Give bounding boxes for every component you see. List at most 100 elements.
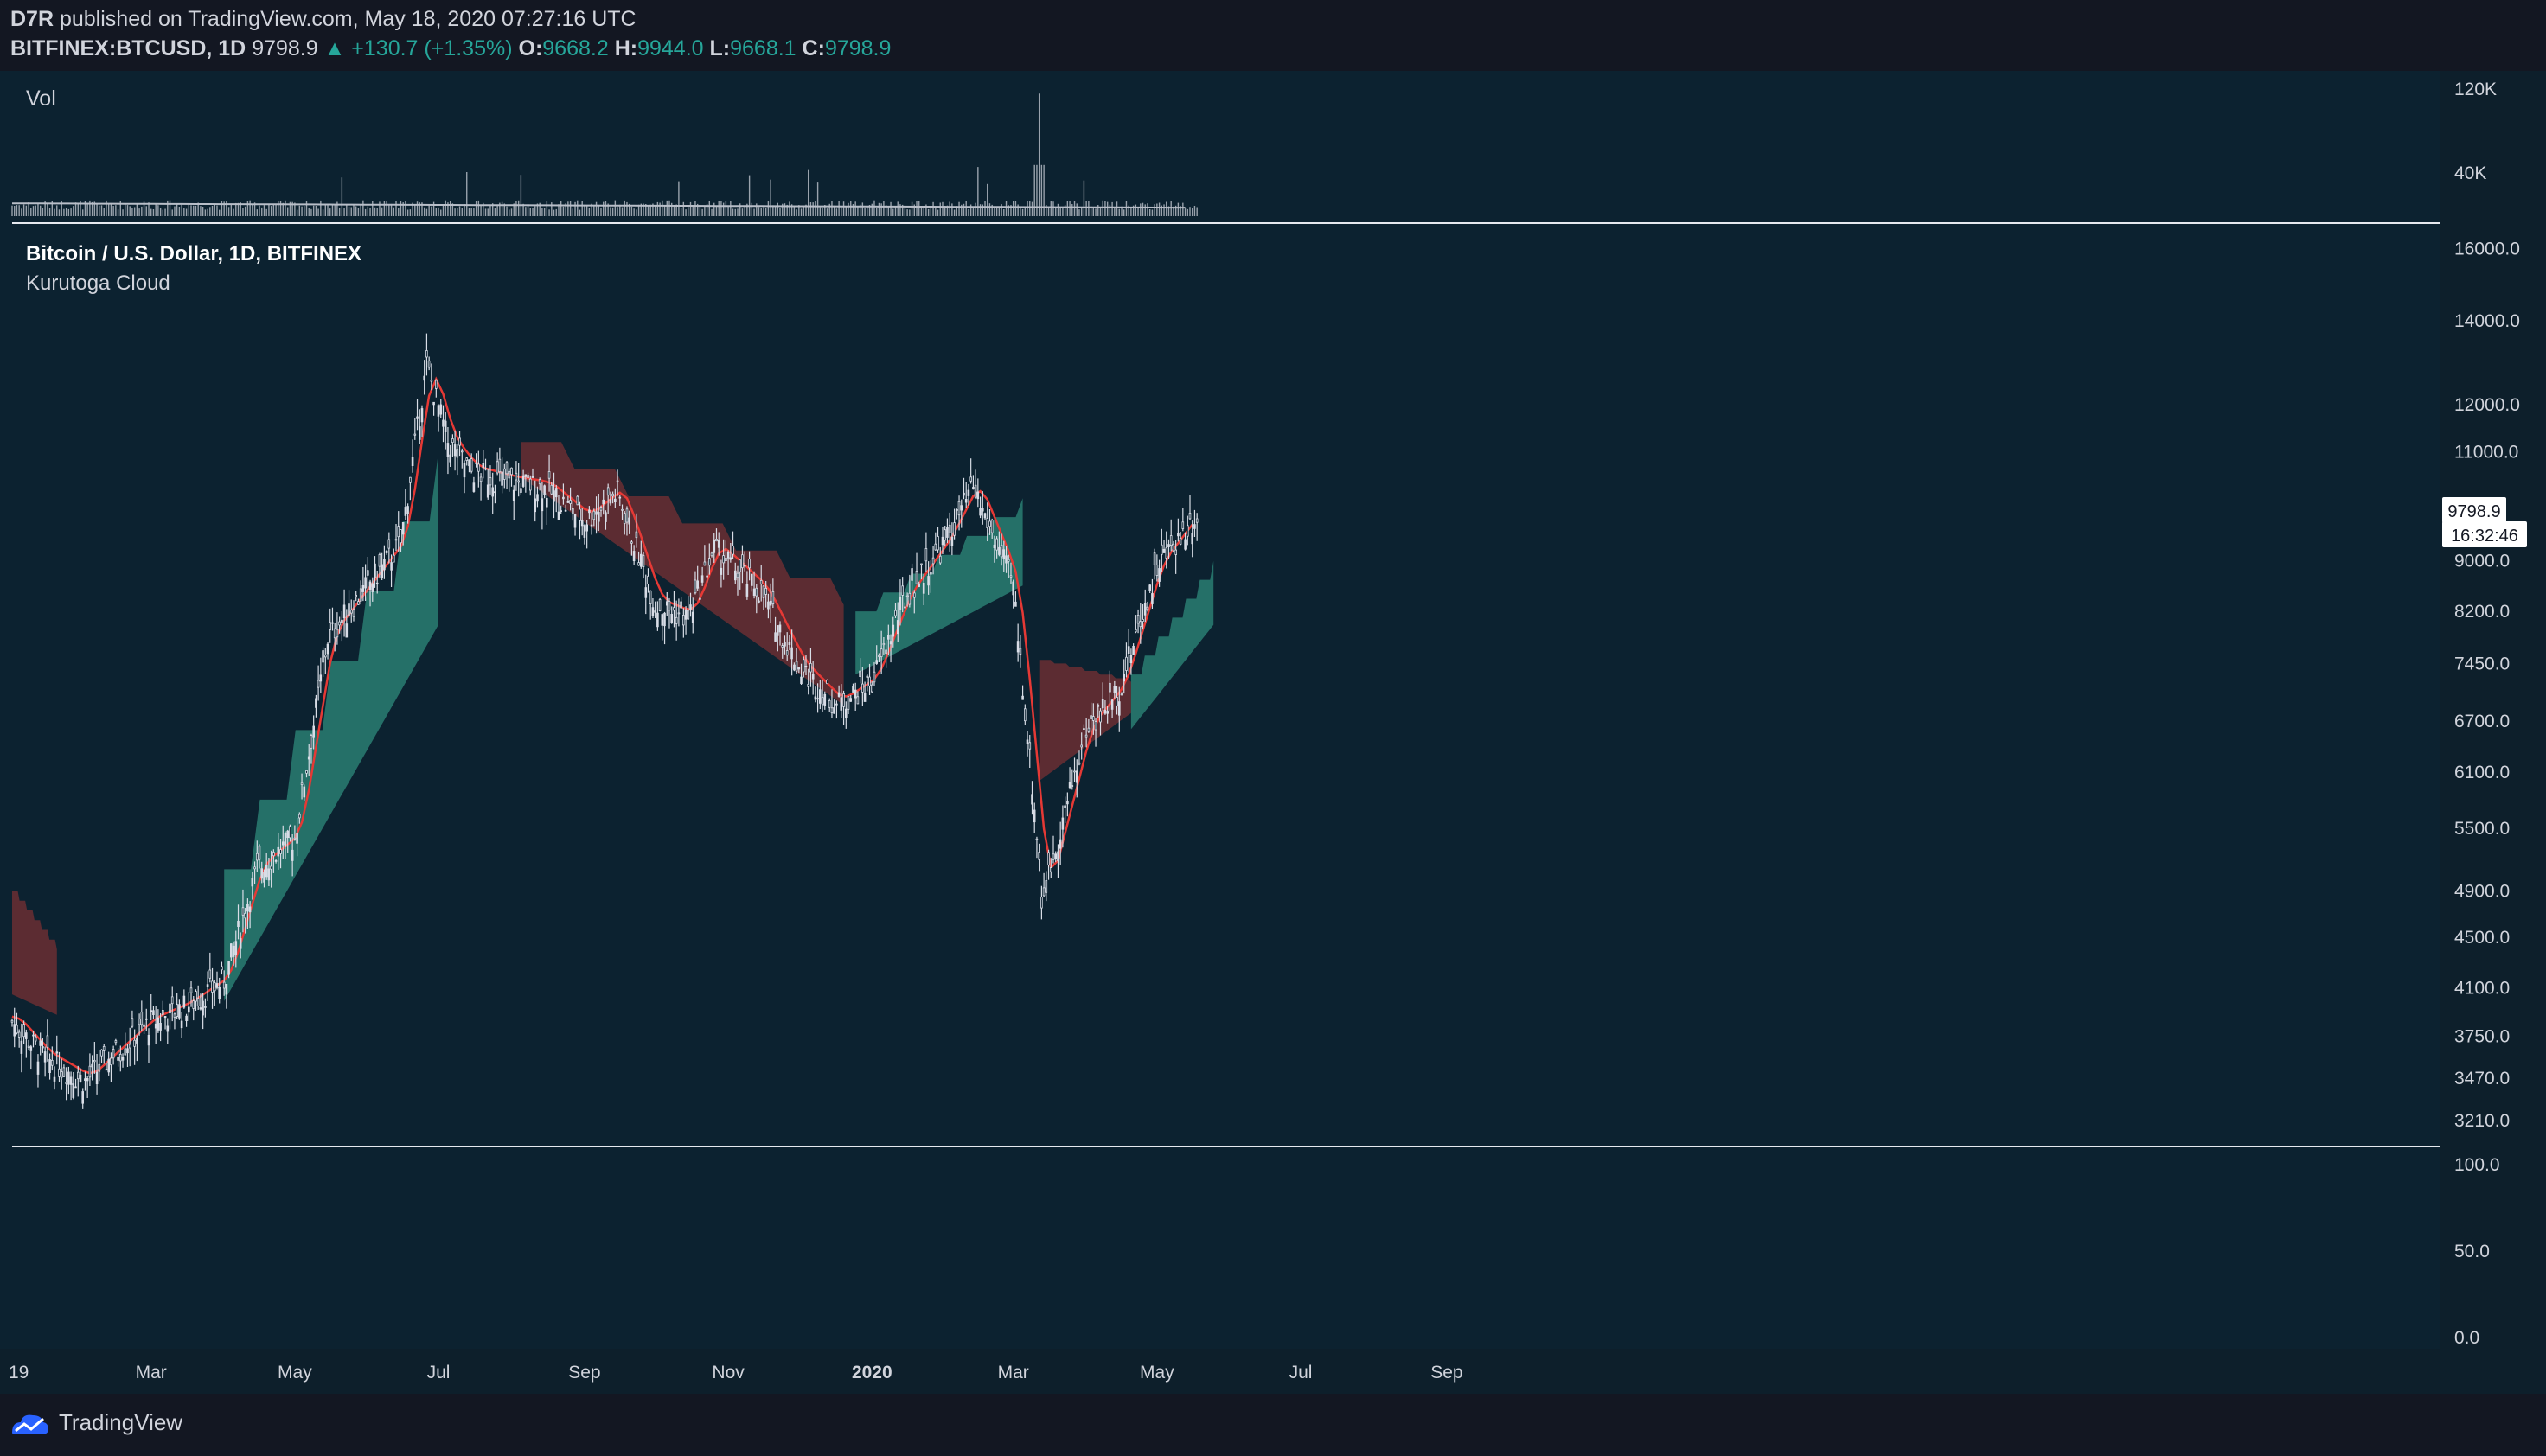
- osc-axis-label: 0.0: [2454, 1328, 2479, 1348]
- candle: [1146, 601, 1149, 612]
- candle: [673, 591, 675, 628]
- candle: [687, 596, 690, 620]
- candle: [1143, 589, 1147, 623]
- candle: [1153, 548, 1156, 580]
- candle: [390, 554, 393, 587]
- candle: [1106, 706, 1110, 724]
- candle: [896, 602, 899, 642]
- candle: [1014, 591, 1017, 607]
- candle: [345, 609, 349, 638]
- candle: [1057, 844, 1059, 878]
- candle: [434, 379, 438, 398]
- chart-area[interactable]: Vol 120K 40K Bitcoin / U.S. Dollar, 1D, …: [0, 71, 2546, 1394]
- candle: [734, 562, 737, 584]
- candle: [42, 1038, 44, 1053]
- candle: [696, 565, 699, 591]
- candle: [816, 683, 819, 713]
- candle: [694, 571, 697, 595]
- price-axis-strip[interactable]: [2440, 71, 2546, 1394]
- candle: [590, 512, 593, 535]
- candle: [355, 591, 357, 602]
- candle: [515, 461, 518, 491]
- candle: [229, 943, 233, 961]
- candle: [383, 545, 386, 579]
- candle: [803, 656, 805, 678]
- candle: [998, 531, 1001, 557]
- candle: [524, 474, 528, 493]
- price-axis-label: 3210.0: [2454, 1111, 2510, 1131]
- candle: [546, 493, 548, 525]
- candle: [599, 505, 603, 517]
- candle: [29, 1044, 33, 1070]
- candle: [666, 592, 668, 616]
- candle: [569, 487, 572, 511]
- candle: [267, 858, 271, 886]
- candle: [1195, 513, 1199, 541]
- candle: [1064, 796, 1066, 823]
- candle: [976, 478, 980, 508]
- candle: [830, 689, 834, 718]
- candle: [202, 993, 204, 1030]
- candle: [46, 1019, 49, 1062]
- candle: [341, 611, 343, 642]
- chart-svg[interactable]: Vol 120K 40K Bitcoin / U.S. Dollar, 1D, …: [0, 71, 2546, 1394]
- candle: [885, 640, 887, 668]
- candle: [138, 1013, 141, 1036]
- candle: [717, 532, 720, 556]
- candle: [239, 932, 242, 959]
- candle: [541, 482, 544, 530]
- candle: [401, 522, 405, 546]
- time-axis-label: 19: [9, 1363, 29, 1383]
- candle: [218, 977, 221, 1004]
- candle: [36, 1054, 40, 1088]
- candle: [529, 475, 532, 496]
- candle: [1158, 559, 1161, 587]
- candle: [580, 508, 584, 536]
- candle: [948, 512, 951, 552]
- candle: [406, 503, 409, 524]
- candle: [348, 590, 350, 618]
- candle: [715, 528, 718, 542]
- candle: [479, 473, 483, 501]
- candle: [361, 567, 365, 602]
- candle: [213, 980, 216, 1006]
- candle: [486, 468, 489, 500]
- candle: [39, 1032, 42, 1056]
- candle: [649, 590, 652, 620]
- candle: [668, 597, 671, 629]
- candle: [748, 551, 751, 581]
- price-axis-label: 7450.0: [2454, 654, 2510, 674]
- candle: [293, 825, 297, 841]
- candle: [892, 616, 895, 648]
- price-change: ▲ +130.7 (+1.35%): [323, 36, 513, 61]
- author-name[interactable]: D7R: [10, 7, 54, 31]
- volume-moving-average: [11, 202, 1186, 209]
- candle: [722, 539, 725, 580]
- candle: [781, 642, 784, 659]
- symbol-label[interactable]: BITFINEX:BTCUSD, 1D: [10, 36, 246, 61]
- candle: [972, 475, 975, 490]
- candle: [637, 551, 640, 566]
- candle: [795, 648, 798, 674]
- candle: [790, 629, 793, 676]
- osc-axis-label: 50.0: [2454, 1242, 2490, 1261]
- candle: [771, 578, 775, 608]
- candle: [1002, 540, 1006, 572]
- osc-axis-label: 100.0: [2454, 1155, 2500, 1175]
- candle: [677, 598, 681, 627]
- candle: [338, 616, 341, 634]
- candle: [449, 444, 451, 467]
- candle: [133, 1029, 136, 1065]
- candle: [1024, 704, 1027, 725]
- candle: [797, 667, 801, 674]
- candle: [1118, 686, 1121, 732]
- indicator-title[interactable]: Kurutoga Cloud: [26, 271, 170, 295]
- candle: [684, 606, 688, 635]
- candle: [736, 565, 739, 596]
- candle: [322, 647, 324, 677]
- candle: [232, 941, 235, 966]
- tradingview-logo[interactable]: TradingView: [9, 1409, 182, 1436]
- candle: [691, 597, 694, 634]
- time-axis-strip[interactable]: [0, 1349, 2546, 1394]
- candle: [732, 531, 734, 559]
